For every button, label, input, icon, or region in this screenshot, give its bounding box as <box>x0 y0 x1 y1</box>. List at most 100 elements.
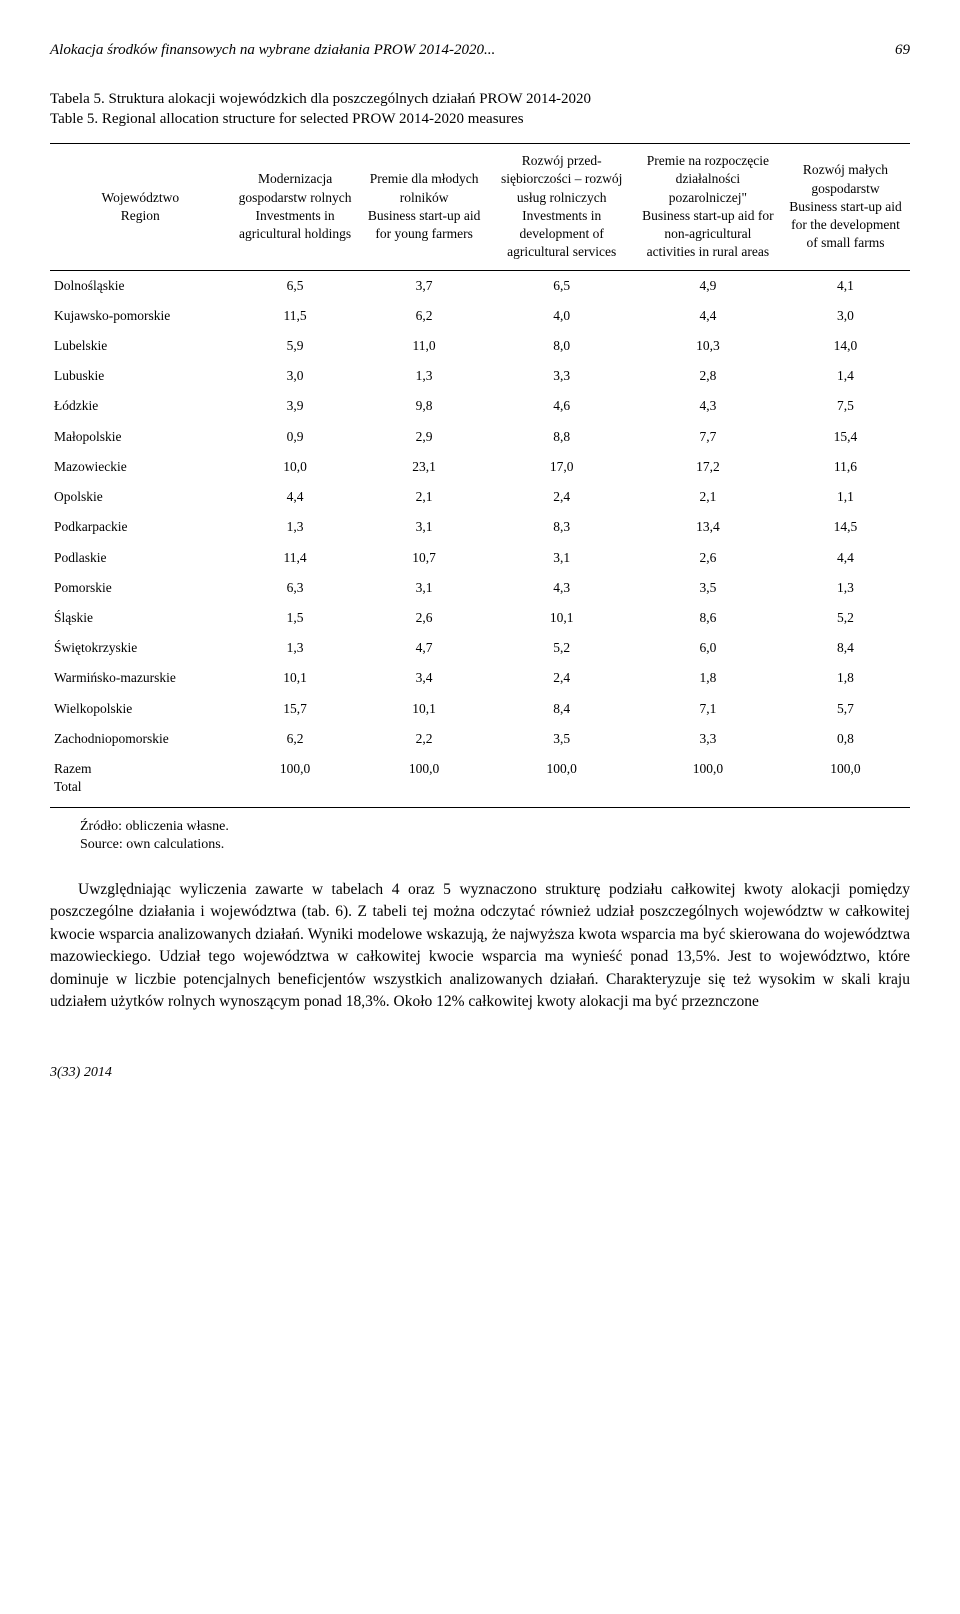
row-value: 3,1 <box>489 543 635 573</box>
row-value: 5,7 <box>781 694 910 724</box>
page-footer: 3(33) 2014 <box>50 1064 910 1083</box>
col-header-premie-mlodych: Premie dla młodych rolników Business sta… <box>360 144 489 270</box>
row-value: 2,8 <box>635 361 781 391</box>
row-region-name: Łódzkie <box>50 391 231 421</box>
row-value: 10,1 <box>231 663 360 693</box>
allocation-table: Województwo Region Modernizacja gospodar… <box>50 143 910 807</box>
row-value: 8,8 <box>489 422 635 452</box>
col-header-rozwoj-malych: Rozwój małych gospodarstw Business start… <box>781 144 910 270</box>
row-region-name: Lubelskie <box>50 331 231 361</box>
row-value: 1,3 <box>231 633 360 663</box>
total-value: 100,0 <box>231 754 360 807</box>
table-row: Warmińsko-mazurskie10,13,42,41,81,8 <box>50 663 910 693</box>
row-value: 3,0 <box>781 301 910 331</box>
row-value: 3,5 <box>635 573 781 603</box>
row-value: 10,1 <box>489 603 635 633</box>
row-value: 10,3 <box>635 331 781 361</box>
row-value: 8,0 <box>489 331 635 361</box>
row-value: 1,3 <box>231 512 360 542</box>
row-value: 0,8 <box>781 724 910 754</box>
row-value: 3,1 <box>360 512 489 542</box>
row-value: 4,7 <box>360 633 489 663</box>
row-value: 1,3 <box>360 361 489 391</box>
row-value: 2,6 <box>360 603 489 633</box>
row-value: 8,4 <box>781 633 910 663</box>
row-region-name: Warmińsko-mazurskie <box>50 663 231 693</box>
row-value: 23,1 <box>360 452 489 482</box>
table-row: Mazowieckie10,023,117,017,211,6 <box>50 452 910 482</box>
row-value: 9,8 <box>360 391 489 421</box>
table-row: Kujawsko-pomorskie11,56,24,04,43,0 <box>50 301 910 331</box>
row-value: 4,9 <box>635 270 781 301</box>
row-value: 7,5 <box>781 391 910 421</box>
col-header-premie-rozpoczecie: Premie na rozpoczęcie działalności pozar… <box>635 144 781 270</box>
table-row: Łódzkie3,99,84,64,37,5 <box>50 391 910 421</box>
total-value: 100,0 <box>360 754 489 807</box>
row-value: 10,1 <box>360 694 489 724</box>
row-value: 6,0 <box>635 633 781 663</box>
row-region-name: Wielkopolskie <box>50 694 231 724</box>
body-paragraph: Uwzględniając wyliczenia zawarte w tabel… <box>50 879 910 1014</box>
row-value: 5,9 <box>231 331 360 361</box>
table-row: Pomorskie6,33,14,33,51,3 <box>50 573 910 603</box>
row-value: 3,0 <box>231 361 360 391</box>
row-region-name: Świętokrzyskie <box>50 633 231 663</box>
row-value: 5,2 <box>489 633 635 663</box>
row-value: 11,5 <box>231 301 360 331</box>
row-value: 4,4 <box>635 301 781 331</box>
row-value: 11,6 <box>781 452 910 482</box>
row-value: 4,0 <box>489 301 635 331</box>
source-pl: Źródło: obliczenia własne. <box>80 819 229 834</box>
row-value: 1,8 <box>781 663 910 693</box>
caption-pl: Tabela 5. Struktura alokacji wojewódzkic… <box>50 91 591 107</box>
row-value: 6,5 <box>489 270 635 301</box>
row-value: 2,1 <box>635 482 781 512</box>
row-value: 17,2 <box>635 452 781 482</box>
row-value: 3,9 <box>231 391 360 421</box>
row-region-name: Lubuskie <box>50 361 231 391</box>
row-region-name: Dolnośląskie <box>50 270 231 301</box>
table-row: Małopolskie0,92,98,87,715,4 <box>50 422 910 452</box>
paragraph-text: Uwzględniając wyliczenia zawarte w tabel… <box>50 881 910 1010</box>
row-region-name: Opolskie <box>50 482 231 512</box>
table-row: Śląskie1,52,610,18,65,2 <box>50 603 910 633</box>
row-region-name: Podkarpackie <box>50 512 231 542</box>
table-row: Lubelskie5,911,08,010,314,0 <box>50 331 910 361</box>
row-value: 1,5 <box>231 603 360 633</box>
col-header-rozwoj-uslug: Rozwój przed-siębiorczości – rozwój usłu… <box>489 144 635 270</box>
row-value: 1,1 <box>781 482 910 512</box>
row-value: 4,4 <box>231 482 360 512</box>
col-header-region: Województwo Region <box>50 144 231 270</box>
table-total-row: RazemTotal100,0100,0100,0100,0100,0 <box>50 754 910 807</box>
header-page-number: 69 <box>895 40 910 60</box>
row-value: 15,7 <box>231 694 360 724</box>
caption-en: Table 5. Regional allocation structure f… <box>50 111 524 127</box>
row-value: 14,0 <box>781 331 910 361</box>
row-region-name: Mazowieckie <box>50 452 231 482</box>
row-region-name: Pomorskie <box>50 573 231 603</box>
row-value: 14,5 <box>781 512 910 542</box>
table-row: Dolnośląskie6,53,76,54,94,1 <box>50 270 910 301</box>
table-row: Zachodniopomorskie6,22,23,53,30,8 <box>50 724 910 754</box>
row-value: 2,4 <box>489 482 635 512</box>
table-row: Wielkopolskie15,710,18,47,15,7 <box>50 694 910 724</box>
row-value: 4,6 <box>489 391 635 421</box>
row-value: 4,3 <box>489 573 635 603</box>
row-region-name: Śląskie <box>50 603 231 633</box>
row-value: 3,7 <box>360 270 489 301</box>
row-value: 2,1 <box>360 482 489 512</box>
row-value: 8,6 <box>635 603 781 633</box>
row-value: 3,3 <box>635 724 781 754</box>
row-value: 2,4 <box>489 663 635 693</box>
row-region-name: Zachodniopomorskie <box>50 724 231 754</box>
row-value: 4,4 <box>781 543 910 573</box>
table-row: Podlaskie11,410,73,12,64,4 <box>50 543 910 573</box>
table-row: Opolskie4,42,12,42,11,1 <box>50 482 910 512</box>
table-caption: Tabela 5. Struktura alokacji wojewódzkic… <box>50 90 910 129</box>
table-row: Podkarpackie1,33,18,313,414,5 <box>50 512 910 542</box>
row-value: 5,2 <box>781 603 910 633</box>
row-value: 1,8 <box>635 663 781 693</box>
row-value: 6,2 <box>360 301 489 331</box>
row-value: 15,4 <box>781 422 910 452</box>
table-header-row: Województwo Region Modernizacja gospodar… <box>50 144 910 270</box>
